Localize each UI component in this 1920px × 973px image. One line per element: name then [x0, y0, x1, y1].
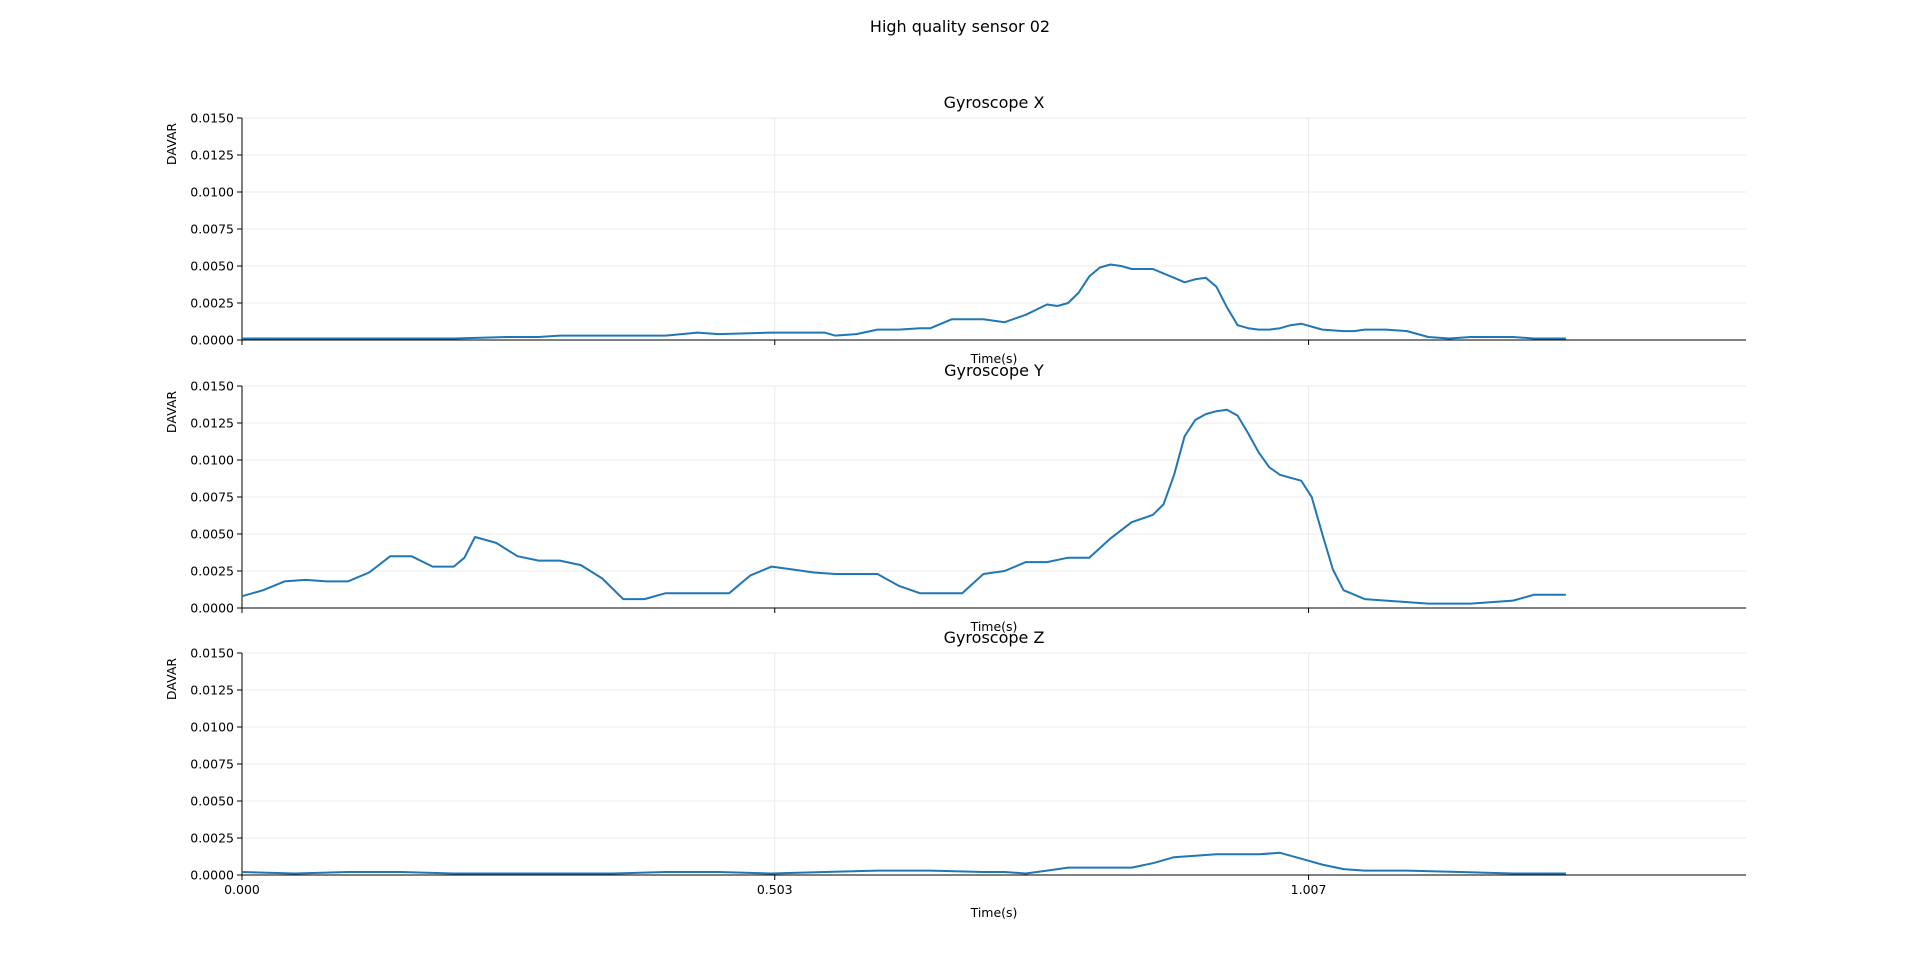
y-tick-label: 0.0075	[190, 222, 234, 237]
x-axis-label: Time(s)	[970, 619, 1018, 634]
y-axis-label: DAVAR	[164, 391, 179, 433]
y-tick-label: 0.0025	[190, 831, 234, 846]
y-axis-label: DAVAR	[164, 123, 179, 165]
y-tick-label: 0.0050	[190, 794, 234, 809]
x-tick-label: 0.000	[224, 882, 260, 897]
y-tick-label: 0.0125	[190, 148, 234, 163]
y-tick-label: 0.0000	[190, 868, 234, 883]
x-axis-label: Time(s)	[970, 351, 1018, 366]
y-tick-label: 0.0050	[190, 527, 234, 542]
panel-title: Gyroscope Y	[944, 361, 1044, 380]
figure-suptitle: High quality sensor 02	[870, 17, 1050, 36]
panel-gyroscope-x: 0.0000 0.0025 0.0050 0.0075 0.0100 0.0125 0.01…	[164, 93, 1746, 366]
panel-title: Gyroscope Z	[944, 628, 1045, 647]
y-tick-label: 0.0150	[190, 379, 234, 394]
y-tick-label: 0.0075	[190, 757, 234, 772]
y-tick-label: 0.0125	[190, 683, 234, 698]
panel-gyroscope-z: 0.0000 0.0025 0.0050 0.0075 0.0100 0.0125 0.01…	[164, 628, 1746, 920]
y-tick-label: 0.0000	[190, 601, 234, 616]
y-tick-label: 0.0025	[190, 296, 234, 311]
y-tick-label: 0.0000	[190, 333, 234, 348]
y-tick-label: 0.0150	[190, 646, 234, 661]
panel-title: Gyroscope X	[944, 93, 1045, 112]
y-tick-label: 0.0150	[190, 111, 234, 126]
y-tick-label: 0.0050	[190, 259, 234, 274]
y-tick-label: 0.0100	[190, 720, 234, 735]
y-axis-label: DAVAR	[164, 658, 179, 700]
x-tick-label: 1.007	[1291, 882, 1327, 897]
x-axis-label: Time(s)	[970, 905, 1018, 920]
y-tick-label: 0.0100	[190, 453, 234, 468]
y-tick-label: 0.0100	[190, 185, 234, 200]
y-tick-label: 0.0025	[190, 564, 234, 579]
data-line-gyroscope-z	[241, 851, 1566, 875]
subplots: 0.0000 0.0025 0.0050 0.0075 0.0100 0.0125 0.01…	[164, 93, 1746, 920]
y-tick-label: 0.0075	[190, 490, 234, 505]
data-line-gyroscope-x	[242, 263, 1566, 340]
y-tick-label: 0.0125	[190, 416, 234, 431]
panel-gyroscope-y: 0.0000 0.0025 0.0050 0.0075 0.0100 0.0125 0.01…	[164, 361, 1746, 634]
data-line-gyroscope-y	[241, 408, 1566, 605]
x-tick-label: 0.503	[757, 882, 793, 897]
